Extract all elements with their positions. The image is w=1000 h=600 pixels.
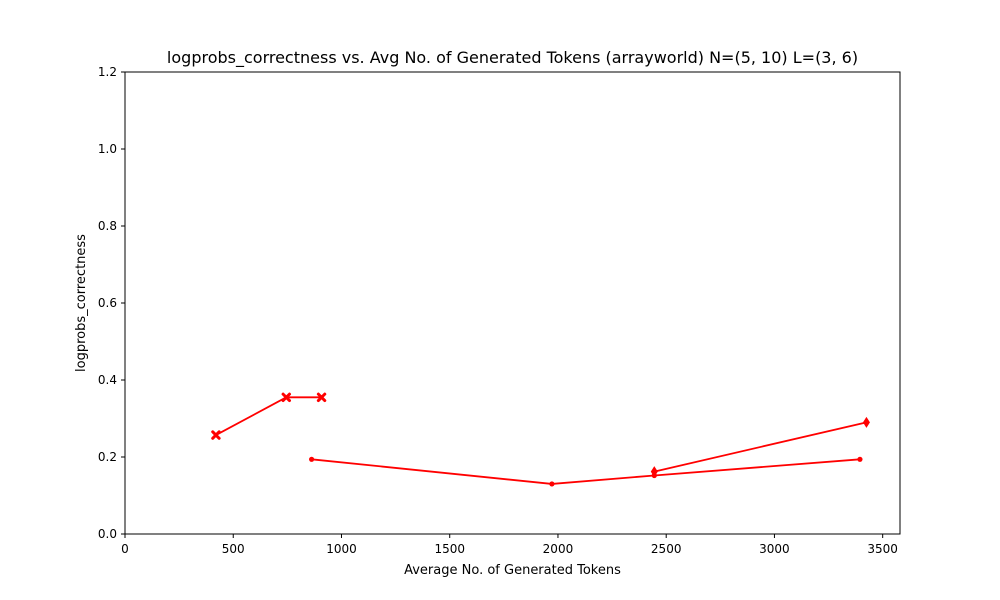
series-2 bbox=[309, 456, 863, 487]
x-axis-label: Average No. of Generated Tokens bbox=[404, 563, 621, 578]
series-line bbox=[311, 458, 861, 485]
series-3 bbox=[650, 416, 870, 478]
x-axis: 0 500 1000 1500 2000 2500 3000 3500 bbox=[121, 534, 898, 556]
x-tick-label: 1500 bbox=[434, 542, 465, 556]
data-point bbox=[862, 416, 870, 428]
y-tick-label: 0.0 bbox=[98, 527, 117, 541]
series-line bbox=[215, 396, 322, 436]
y-tick-label: 1.2 bbox=[98, 65, 117, 79]
y-tick-label: 0.4 bbox=[98, 373, 117, 387]
data-point bbox=[281, 392, 291, 403]
y-tick-label: 0.8 bbox=[98, 219, 117, 233]
y-axis-label: logprobs_correctness bbox=[74, 234, 89, 372]
plot-area bbox=[211, 392, 870, 487]
y-tick-label: 0.6 bbox=[98, 296, 117, 310]
series-line bbox=[654, 421, 867, 473]
data-point bbox=[316, 392, 327, 403]
data-point bbox=[309, 456, 315, 462]
x-tick-label: 3000 bbox=[759, 542, 790, 556]
x-tick-label: 3500 bbox=[867, 542, 898, 556]
chart-title: logprobs_correctness vs. Avg No. of Gene… bbox=[167, 48, 858, 68]
x-tick-label: 0 bbox=[121, 542, 129, 556]
data-point bbox=[650, 466, 658, 478]
series-1 bbox=[211, 392, 327, 440]
x-tick-label: 500 bbox=[222, 542, 245, 556]
data-point bbox=[857, 456, 863, 462]
y-axis: 0.0 0.2 0.4 0.6 0.8 1.0 1.2 bbox=[98, 65, 125, 541]
y-tick-label: 0.2 bbox=[98, 450, 117, 464]
x-tick-label: 1000 bbox=[326, 542, 357, 556]
data-point bbox=[211, 430, 221, 440]
data-point bbox=[549, 481, 555, 487]
y-tick-label: 1.0 bbox=[98, 142, 117, 156]
x-tick-label: 2000 bbox=[543, 542, 574, 556]
x-tick-label: 2500 bbox=[651, 542, 682, 556]
